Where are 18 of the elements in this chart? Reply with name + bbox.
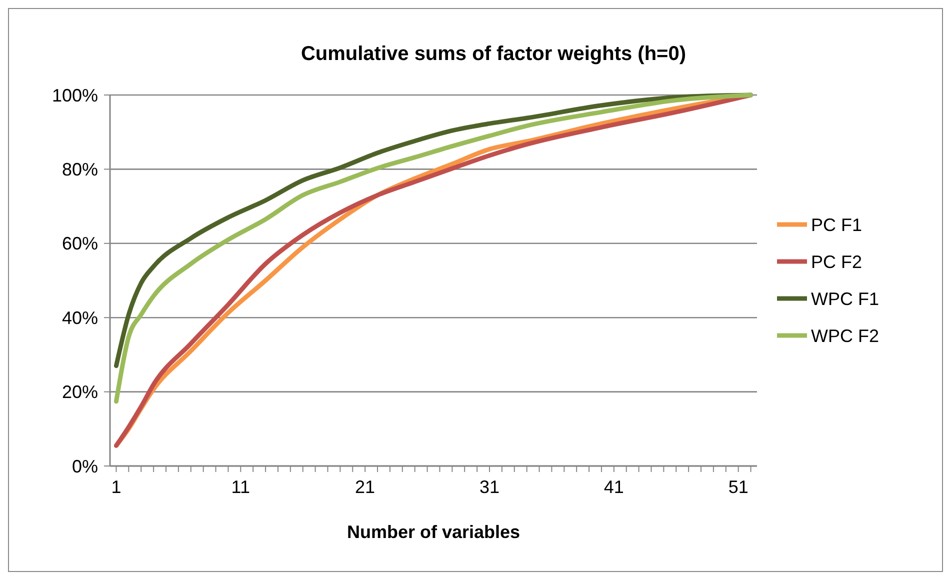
x-tick-label: 11 [231,477,250,497]
y-tick-label: 80% [62,160,98,180]
chart-title: Cumulative sums of factor weights (h=0) [300,43,686,65]
x-tick-label: 21 [355,477,376,497]
y-tick-label: 40% [62,308,98,328]
legend-label: PC F1 [811,214,862,235]
legend-label: WPC F1 [811,288,880,309]
y-tick-label: 20% [62,382,98,402]
x-tick-label: 41 [604,477,624,497]
legend-label: WPC F2 [811,326,880,346]
y-tick-label: 60% [62,234,98,254]
x-axis-title: Number of variables [346,522,520,542]
legend-label: PC F2 [811,252,862,272]
x-tick-label: 1 [111,477,122,497]
x-tick-label: 31 [479,477,500,497]
y-tick-label: 100% [52,85,98,106]
y-tick-label: 0% [72,456,98,476]
x-tick-label: 51 [728,477,748,497]
